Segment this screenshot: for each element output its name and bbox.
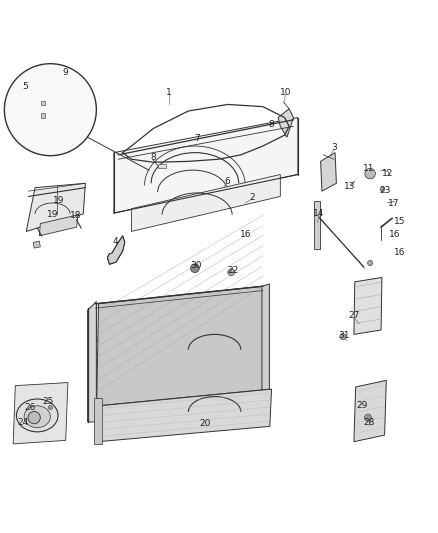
Text: 4: 4: [113, 237, 118, 246]
Ellipse shape: [28, 411, 40, 424]
Text: 1: 1: [166, 88, 172, 97]
Text: 29: 29: [356, 401, 367, 410]
Text: 16: 16: [394, 248, 406, 257]
Polygon shape: [39, 215, 78, 236]
Polygon shape: [262, 284, 269, 405]
Text: 3: 3: [331, 143, 337, 152]
Circle shape: [4, 64, 96, 156]
Polygon shape: [107, 236, 125, 264]
Circle shape: [367, 260, 373, 265]
Polygon shape: [13, 383, 68, 444]
Text: 26: 26: [24, 403, 35, 412]
Text: 18: 18: [70, 211, 81, 220]
Polygon shape: [98, 389, 272, 442]
Polygon shape: [96, 286, 265, 422]
Polygon shape: [321, 152, 336, 191]
Text: 5: 5: [22, 82, 28, 91]
Text: 6: 6: [224, 176, 230, 185]
Text: 8: 8: [268, 119, 275, 128]
Text: 27: 27: [348, 311, 360, 320]
Circle shape: [365, 168, 375, 179]
Text: 17: 17: [388, 199, 399, 208]
Text: 19: 19: [53, 196, 64, 205]
Polygon shape: [131, 174, 280, 231]
Text: 8: 8: [150, 154, 156, 163]
Text: 28: 28: [364, 418, 375, 427]
Ellipse shape: [24, 406, 50, 427]
Circle shape: [48, 405, 53, 410]
Polygon shape: [278, 109, 293, 138]
Polygon shape: [314, 201, 320, 249]
Text: 19: 19: [47, 211, 58, 219]
Circle shape: [191, 264, 199, 273]
Polygon shape: [96, 286, 263, 341]
FancyBboxPatch shape: [41, 101, 45, 106]
Text: 20: 20: [199, 419, 211, 428]
Polygon shape: [26, 183, 85, 231]
Text: 22: 22: [227, 266, 238, 276]
Circle shape: [380, 187, 385, 191]
Polygon shape: [354, 278, 382, 334]
Text: 25: 25: [42, 397, 54, 406]
Polygon shape: [354, 381, 386, 442]
Text: 16: 16: [389, 230, 401, 239]
Text: 11: 11: [363, 164, 374, 173]
Text: 2: 2: [249, 193, 254, 202]
Text: 30: 30: [190, 261, 201, 270]
Circle shape: [228, 269, 235, 276]
Text: 13: 13: [344, 182, 355, 191]
Polygon shape: [96, 389, 270, 422]
Text: 12: 12: [382, 169, 393, 178]
Ellipse shape: [17, 399, 58, 432]
Text: 14: 14: [313, 208, 325, 217]
FancyBboxPatch shape: [41, 113, 45, 118]
Text: 10: 10: [280, 87, 291, 96]
Text: 31: 31: [338, 331, 350, 340]
Text: 16: 16: [240, 230, 252, 239]
Polygon shape: [94, 398, 102, 444]
FancyBboxPatch shape: [158, 164, 166, 168]
Text: 7: 7: [194, 134, 200, 143]
Text: 24: 24: [17, 418, 28, 427]
Text: 23: 23: [380, 186, 391, 195]
Polygon shape: [39, 78, 46, 140]
Circle shape: [340, 334, 346, 340]
Text: 9: 9: [62, 68, 68, 77]
Polygon shape: [114, 118, 298, 213]
Circle shape: [364, 414, 371, 421]
Polygon shape: [33, 241, 40, 248]
Polygon shape: [88, 302, 96, 422]
Text: 15: 15: [394, 217, 406, 227]
